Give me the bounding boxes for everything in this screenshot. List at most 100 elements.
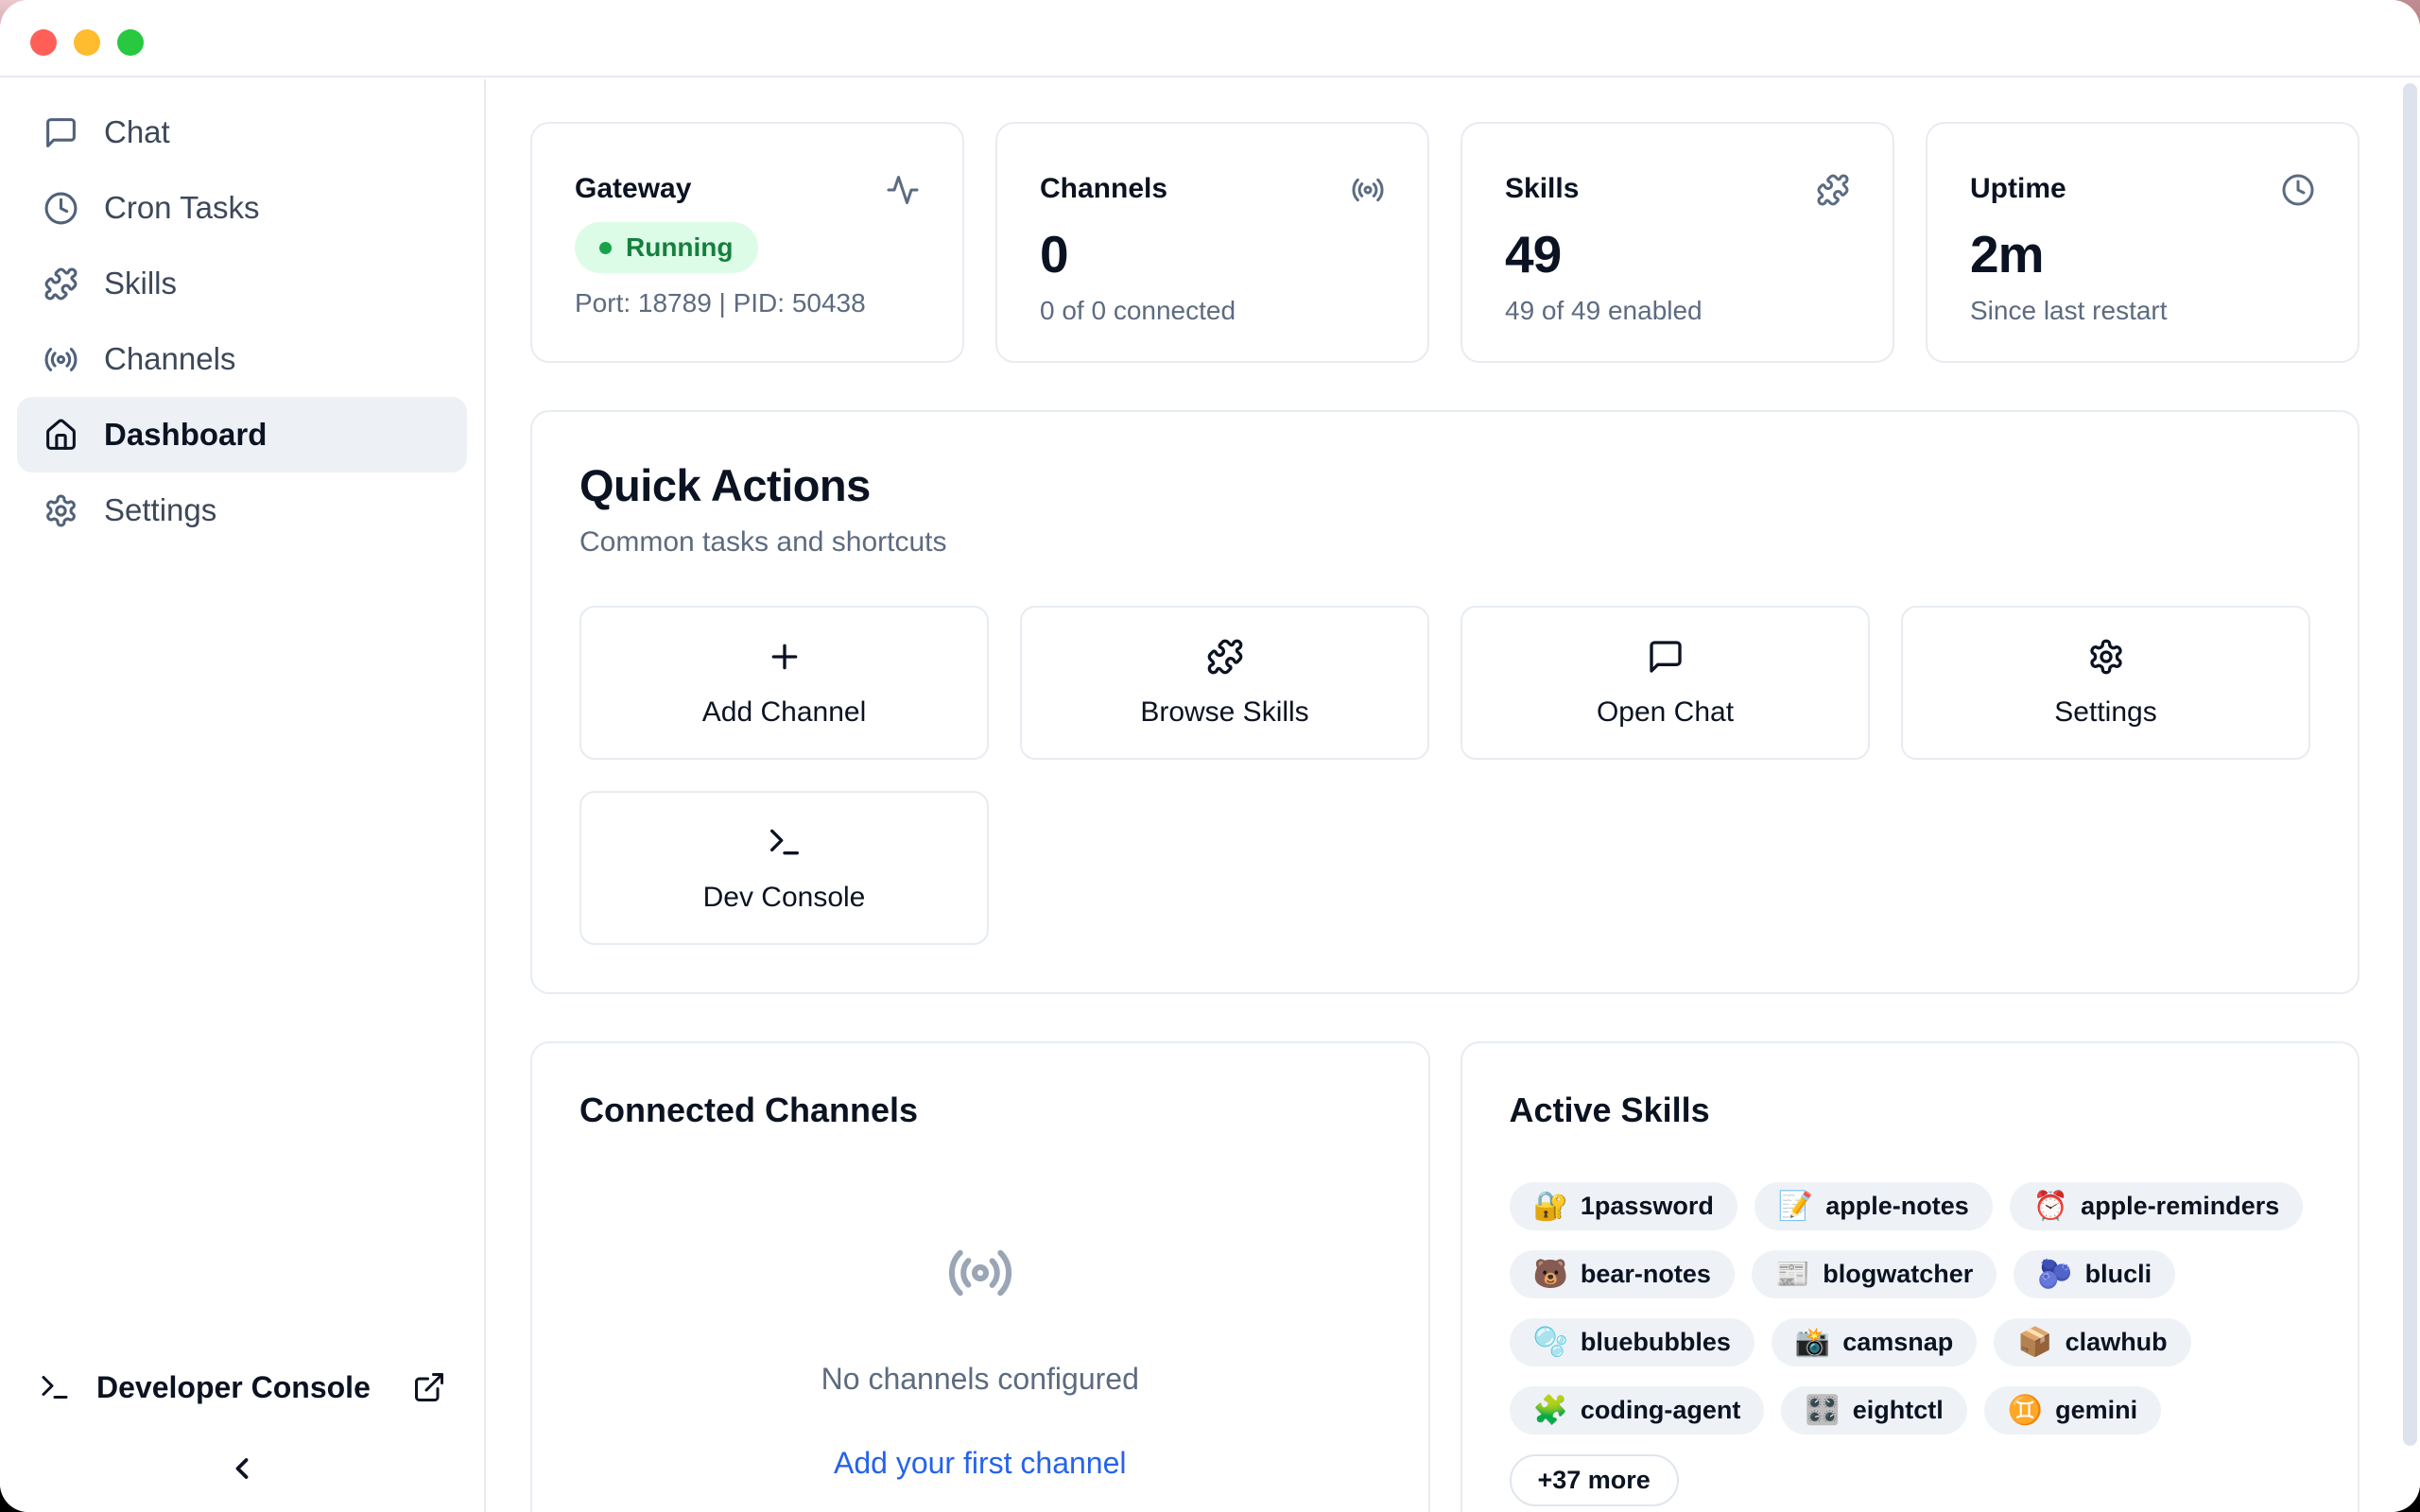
add-channel-label: Add Channel	[701, 696, 867, 728]
bear-emoji-icon: 🐻	[1532, 1258, 1568, 1290]
package-emoji-icon: 📦	[2017, 1326, 2053, 1358]
add-first-channel-link[interactable]: Add your first channel	[834, 1446, 1127, 1480]
skills-subtext: 49 of 49 enabled	[1505, 296, 1703, 325]
open-chat-label: Open Chat	[1596, 696, 1735, 728]
channels-subtext: 0 of 0 connected	[1040, 296, 1236, 325]
uptime-card-title: Uptime	[1970, 173, 2066, 204]
scrollbar-thumb[interactable]	[2403, 83, 2417, 1446]
settings-label: Settings	[2054, 696, 2157, 728]
puzzle-emoji-icon: 🧩	[1532, 1394, 1568, 1426]
channels-card: Channels 0 0 of 0 connected	[995, 122, 1429, 363]
sidebar: Chat Cron Tasks Skills Channels Dashboar…	[0, 79, 486, 1512]
developer-console-label: Developer Console	[96, 1369, 371, 1404]
quick-actions-card: Quick Actions Common tasks and shortcuts…	[530, 410, 2360, 994]
knobs-emoji-icon: 🎛️	[1805, 1394, 1841, 1426]
skill-name: blucli	[2084, 1260, 2152, 1288]
skill-chip: 🐻 bear-notes	[1509, 1250, 1735, 1298]
quick-actions-title: Quick Actions	[579, 460, 871, 510]
browse-skills-button[interactable]: Browse Skills	[1020, 606, 1429, 760]
message-square-icon	[1647, 638, 1685, 676]
gateway-card-title: Gateway	[575, 173, 692, 204]
skill-chip: 🧩 coding-agent	[1509, 1386, 1765, 1435]
bubbles-emoji-icon: 🫧	[1532, 1326, 1568, 1358]
blueberries-emoji-icon: 🫐	[2037, 1258, 2073, 1290]
sidebar-item-dashboard[interactable]: Dashboard	[17, 397, 467, 472]
skills-count: 49	[1505, 225, 1562, 284]
skill-chip: ♊ gemini	[1983, 1386, 2162, 1435]
more-skills-button[interactable]: +37 more	[1509, 1454, 1679, 1506]
channels-count: 0	[1040, 225, 1069, 284]
puzzle-icon	[43, 266, 78, 301]
skill-name: apple-notes	[1825, 1192, 1969, 1220]
minimize-button[interactable]	[74, 29, 100, 56]
skill-chip: 🎛️ eightctl	[1781, 1386, 1967, 1435]
dev-console-button[interactable]: Dev Console	[579, 791, 989, 945]
skill-name: blogwatcher	[1823, 1260, 1974, 1288]
status-dot	[599, 241, 612, 254]
sidebar-item-label: Skills	[104, 266, 178, 301]
skill-chip: 🫧 bluebubbles	[1509, 1318, 1754, 1366]
lock-emoji-icon: 🔐	[1532, 1190, 1568, 1222]
browse-skills-label: Browse Skills	[1140, 696, 1309, 728]
gateway-port-pid: Port: 18789 | PID: 50438	[575, 288, 866, 318]
skill-name: 1password	[1580, 1192, 1714, 1220]
sidebar-item-settings[interactable]: Settings	[17, 472, 467, 548]
uptime-value: 2m	[1970, 225, 2045, 284]
add-channel-button[interactable]: Add Channel	[579, 606, 989, 760]
external-link-icon[interactable]	[412, 1370, 446, 1404]
skills-card-title: Skills	[1505, 173, 1580, 204]
message-square-icon	[43, 115, 78, 150]
sidebar-collapse-row	[38, 1421, 446, 1499]
status-badge: Running	[575, 222, 758, 273]
skill-chip: 📦 clawhub	[1994, 1318, 2191, 1366]
dev-console-label: Dev Console	[702, 881, 866, 913]
sidebar-item-cron-tasks[interactable]: Cron Tasks	[17, 170, 467, 246]
skill-name: eightctl	[1852, 1396, 1944, 1424]
maximize-button[interactable]	[117, 29, 144, 56]
sidebar-footer: Developer Console	[0, 1353, 484, 1512]
newspaper-emoji-icon: 📰	[1774, 1258, 1811, 1290]
skill-chip: 🫐 blucli	[2014, 1250, 2176, 1298]
channels-card-title: Channels	[1040, 173, 1168, 204]
traffic-lights	[30, 29, 144, 56]
skill-chip: 📝 apple-notes	[1754, 1182, 1993, 1230]
empty-channels-text: No channels configured	[821, 1362, 1139, 1396]
skill-name: bear-notes	[1580, 1260, 1711, 1288]
settings-button[interactable]: Settings	[1901, 606, 2310, 760]
clock-icon	[2281, 173, 2315, 207]
skills-chip-list: 🔐 1password 📝 apple-notes ⏰ apple-reminders…	[1509, 1182, 2311, 1506]
stats-row: Gateway Running Port: 18789 | PID: 50438…	[530, 122, 2360, 363]
skill-name: clawhub	[2065, 1328, 2168, 1356]
skill-name: apple-reminders	[2081, 1192, 2280, 1220]
sidebar-item-label: Settings	[104, 492, 217, 527]
quick-actions-grid: Add Channel Browse Skills Open Chat Sett…	[579, 606, 2310, 945]
close-button[interactable]	[30, 29, 57, 56]
sidebar-nav: Chat Cron Tasks Skills Channels Dashboar…	[0, 79, 484, 563]
sidebar-item-chat[interactable]: Chat	[17, 94, 467, 170]
gear-icon	[43, 493, 78, 528]
gemini-emoji-icon: ♊	[2007, 1394, 2044, 1426]
radio-icon	[1351, 173, 1385, 207]
sidebar-item-skills[interactable]: Skills	[17, 246, 467, 321]
camera-emoji-icon: 📸	[1794, 1326, 1831, 1358]
skills-card: Skills 49 49 of 49 enabled	[1461, 122, 1894, 363]
main-content: Gateway Running Port: 18789 | PID: 50438…	[488, 79, 2420, 1512]
status-label: Running	[626, 232, 734, 262]
developer-console-row[interactable]: Developer Console	[38, 1353, 446, 1421]
memo-emoji-icon: 📝	[1777, 1190, 1814, 1222]
skill-name: gemini	[2055, 1396, 2138, 1424]
skill-chip: 📰 blogwatcher	[1751, 1250, 1997, 1298]
quick-actions-subtitle: Common tasks and shortcuts	[579, 526, 947, 558]
skill-name: bluebubbles	[1580, 1328, 1731, 1356]
open-chat-button[interactable]: Open Chat	[1461, 606, 1870, 760]
radio-icon	[43, 342, 78, 377]
puzzle-icon	[1816, 173, 1850, 207]
channels-empty-state: No channels configured Add your first ch…	[579, 1239, 1381, 1481]
active-skills-card: Active Skills 🔐 1password 📝 apple-notes ⏰ a…	[1460, 1041, 2360, 1512]
puzzle-icon	[1206, 638, 1244, 676]
chevron-left-icon[interactable]	[225, 1452, 259, 1486]
uptime-subtext: Since last restart	[1970, 296, 2168, 325]
titlebar	[0, 0, 2420, 77]
sidebar-item-channels[interactable]: Channels	[17, 321, 467, 397]
terminal-icon	[766, 823, 804, 861]
